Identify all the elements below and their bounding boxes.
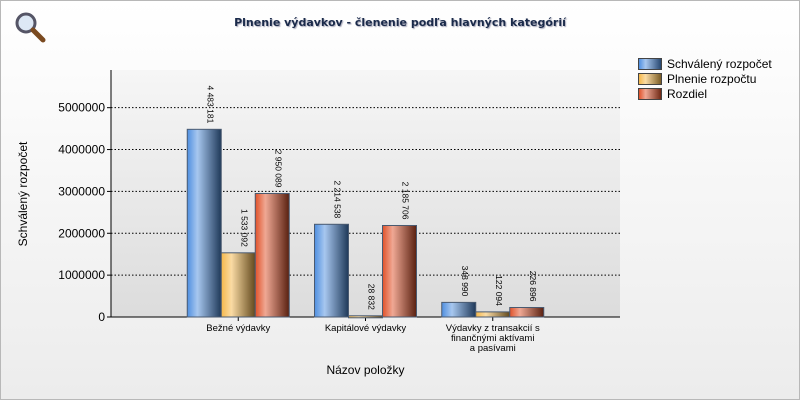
y-tick-label: 1000000	[58, 268, 105, 282]
chart-title: Plnenie výdavkov - členenie podľa hlavný…	[234, 16, 566, 29]
x-axis-title: Názov položky	[326, 363, 404, 377]
legend-item: Rozdiel	[638, 86, 772, 101]
y-tick-label: 3000000	[58, 184, 105, 198]
y-tick-label: 2000000	[58, 226, 105, 240]
bar	[475, 311, 511, 318]
data-label: 4 483 181	[205, 85, 215, 123]
data-label: 1 533 092	[239, 209, 249, 247]
bar	[220, 252, 256, 318]
bar	[509, 307, 545, 318]
y-tick-label: 4000000	[58, 143, 105, 157]
data-label: 2 214 538	[333, 180, 343, 218]
data-label: 226 896	[528, 271, 538, 302]
data-label: 122 094	[494, 275, 504, 306]
data-label: 348 990	[460, 266, 470, 297]
legend-swatch	[638, 57, 662, 70]
legend-item: Schválený rozpočet	[638, 56, 772, 71]
bar	[314, 223, 349, 318]
legend-label: Rozdiel	[667, 86, 708, 101]
x-tick-label: finančnými aktívami	[451, 333, 534, 344]
bar	[186, 128, 222, 318]
data-label: 2 185 706	[401, 182, 411, 220]
legend-swatch	[638, 72, 662, 85]
data-label: 28 832	[367, 284, 377, 310]
bar	[382, 224, 417, 318]
bar	[441, 301, 477, 318]
legend: Schválený rozpočet Plnenie rozpočtu Rozdie…	[638, 56, 772, 101]
x-tick-label: Bežné výdavky	[206, 323, 270, 334]
y-tick-label: 5000000	[58, 101, 105, 115]
x-tick-label: a pasívami	[470, 343, 516, 354]
data-label: 2 950 089	[273, 150, 283, 188]
legend-label: Schválený rozpočet	[667, 56, 772, 71]
legend-item: Plnenie rozpočtu	[638, 71, 772, 86]
legend-swatch	[638, 87, 662, 100]
bar	[254, 192, 290, 318]
y-tick-label: 0	[98, 310, 105, 324]
y-axis-title: Schválený rozpočet	[16, 141, 30, 246]
x-tick-label: Kapitálové výdavky	[325, 323, 407, 334]
x-tick-label: Výdavky z transakcií s	[446, 323, 540, 334]
legend-label: Plnenie rozpočtu	[667, 71, 757, 86]
zoom-icon[interactable]	[12, 10, 52, 50]
bar	[348, 315, 383, 319]
